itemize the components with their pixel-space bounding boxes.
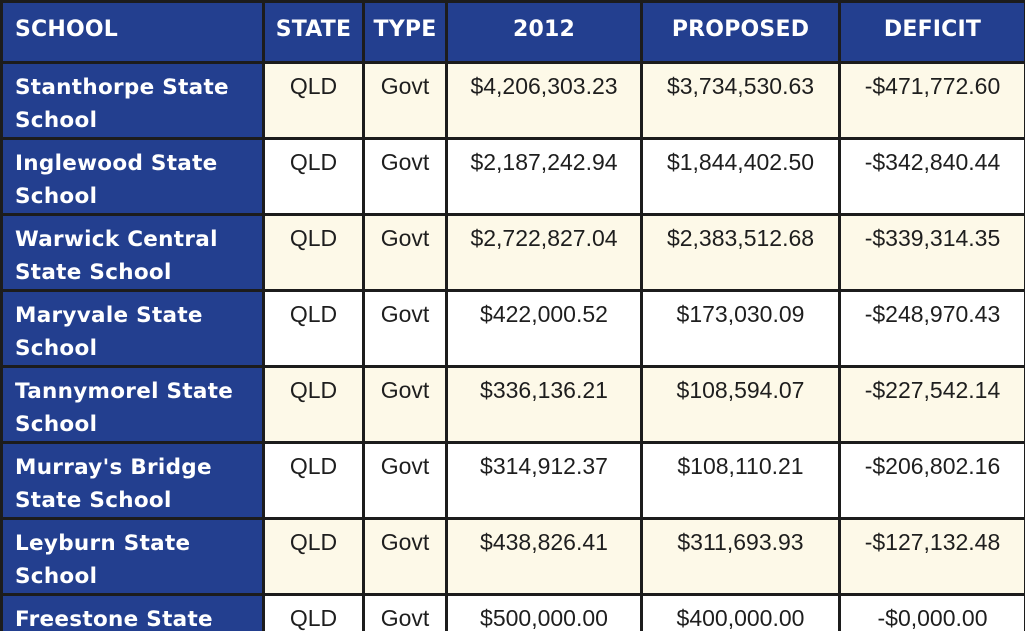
- deficit-cell: -$339,314.35: [838, 213, 1025, 292]
- table-row: Murray's Bridge State School QLD Govt $3…: [0, 441, 1025, 520]
- funding-2012-cell: $2,722,827.04: [445, 213, 643, 292]
- school-name: Freestone State School: [0, 593, 265, 631]
- type-cell: Govt: [362, 289, 448, 368]
- funding-2012-cell: $2,187,242.94: [445, 137, 643, 216]
- state-cell: QLD: [262, 213, 365, 292]
- table-row: Inglewood State School QLD Govt $2,187,2…: [0, 137, 1025, 216]
- header-state: STATE: [262, 0, 365, 64]
- table-row: Stanthorpe State School QLD Govt $4,206,…: [0, 61, 1025, 140]
- type-cell: Govt: [362, 593, 448, 631]
- header-school: SCHOOL: [0, 0, 265, 64]
- deficit-cell: -$342,840.44: [838, 137, 1025, 216]
- proposed-cell: $108,110.21: [640, 441, 841, 520]
- header-proposed: PROPOSED: [640, 0, 841, 64]
- deficit-cell: -$206,802.16: [838, 441, 1025, 520]
- state-cell: QLD: [262, 289, 365, 368]
- school-name: Warwick Central State School: [0, 213, 265, 292]
- table-row: Leyburn State School QLD Govt $438,826.4…: [0, 517, 1025, 596]
- school-name: Inglewood State School: [0, 137, 265, 216]
- proposed-cell: $1,844,402.50: [640, 137, 841, 216]
- school-name: Tannymorel State School: [0, 365, 265, 444]
- proposed-cell: $173,030.09: [640, 289, 841, 368]
- state-cell: QLD: [262, 593, 365, 631]
- funding-2012-cell: $4,206,303.23: [445, 61, 643, 140]
- deficit-cell: -$127,132.48: [838, 517, 1025, 596]
- deficit-cell: -$0,000.00: [838, 593, 1025, 631]
- school-name: Leyburn State School: [0, 517, 265, 596]
- type-cell: Govt: [362, 517, 448, 596]
- school-name: Maryvale State School: [0, 289, 265, 368]
- state-cell: QLD: [262, 365, 365, 444]
- type-cell: Govt: [362, 213, 448, 292]
- deficit-cell: -$248,970.43: [838, 289, 1025, 368]
- table-row: Warwick Central State School QLD Govt $2…: [0, 213, 1025, 292]
- state-cell: QLD: [262, 441, 365, 520]
- proposed-cell: $400,000.00: [640, 593, 841, 631]
- state-cell: QLD: [262, 61, 365, 140]
- deficit-cell: -$227,542.14: [838, 365, 1025, 444]
- table-row: Tannymorel State School QLD Govt $336,13…: [0, 365, 1025, 444]
- funding-2012-cell: $336,136.21: [445, 365, 643, 444]
- funding-2012-cell: $314,912.37: [445, 441, 643, 520]
- type-cell: Govt: [362, 61, 448, 140]
- state-cell: QLD: [262, 137, 365, 216]
- header-type: TYPE: [362, 0, 448, 64]
- table-row: Maryvale State School QLD Govt $422,000.…: [0, 289, 1025, 368]
- proposed-cell: $2,383,512.68: [640, 213, 841, 292]
- type-cell: Govt: [362, 137, 448, 216]
- funding-2012-cell: $500,000.00: [445, 593, 643, 631]
- proposed-cell: $108,594.07: [640, 365, 841, 444]
- header-row: SCHOOL STATE TYPE 2012 PROPOSED DEFICIT: [0, 0, 1025, 64]
- proposed-cell: $311,693.93: [640, 517, 841, 596]
- funding-2012-cell: $422,000.52: [445, 289, 643, 368]
- school-name: Murray's Bridge State School: [0, 441, 265, 520]
- type-cell: Govt: [362, 441, 448, 520]
- table-row-partial: Freestone State School QLD Govt $500,000…: [0, 593, 1025, 631]
- deficit-cell: -$471,772.60: [838, 61, 1025, 140]
- funding-2012-cell: $438,826.41: [445, 517, 643, 596]
- type-cell: Govt: [362, 365, 448, 444]
- proposed-cell: $3,734,530.63: [640, 61, 841, 140]
- header-2012: 2012: [445, 0, 643, 64]
- state-cell: QLD: [262, 517, 365, 596]
- school-name: Stanthorpe State School: [0, 61, 265, 140]
- header-deficit: DEFICIT: [838, 0, 1025, 64]
